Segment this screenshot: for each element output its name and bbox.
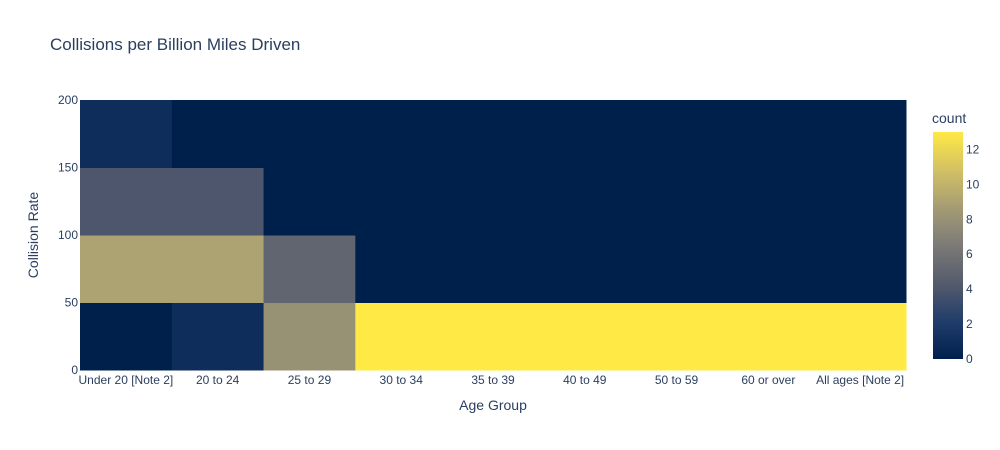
colorbar-tick-label: 2 [966,317,973,331]
colorbar-ticks: 0 2 4 6 8 10 12 [966,142,980,366]
heatmap-cell [80,167,173,236]
colorbar [933,132,963,359]
heatmap-cell [80,235,173,303]
colorbar-tick-label: 0 [966,352,973,366]
x-tick-label: 25 to 29 [288,373,332,387]
colorbar-tick-label: 8 [966,212,973,226]
heatmap-cell [722,235,815,303]
heatmap-cell [355,302,448,371]
heatmap-cell [447,235,540,303]
heatmap-cell [263,302,356,371]
heatmap-cell [630,235,723,303]
heatmap-cell [263,167,356,236]
heatmap-cell [538,235,632,303]
x-tick-label: Under 20 [Note 2] [79,373,174,387]
x-tick-label: 20 to 24 [196,373,240,387]
x-tick-label: 60 or over [741,373,795,387]
heatmap-cell [447,302,540,371]
y-tick-label: 50 [65,296,79,310]
y-tick-label: 200 [58,93,78,107]
y-axis-title: Collision Rate [25,192,41,279]
heatmap-cells [80,100,907,371]
heatmap-cell [630,302,723,371]
heatmap-cell [447,167,540,236]
heatmap-cell [355,235,448,303]
x-axis-title: Age Group [459,397,527,413]
x-tick-label: 35 to 39 [471,373,515,387]
heatmap-cell [538,302,632,371]
heatmap-cell [538,167,632,236]
x-tick-label: 50 to 59 [655,373,699,387]
chart-title: Collisions per Billion Miles Driven [50,35,300,54]
heatmap-cell [538,100,632,168]
heatmap-cell [630,100,723,168]
heatmap-cell [814,302,907,371]
heatmap-cell [722,167,815,236]
y-axis-ticks: 0 50 100 150 200 [58,93,78,377]
heatmap-cell [355,167,448,236]
x-tick-label: All ages [Note 2] [816,373,904,387]
colorbar-title: count [932,110,966,126]
colorbar-tick-label: 10 [966,177,980,191]
y-tick-label: 100 [58,228,78,242]
heatmap-cell [355,100,448,168]
heatmap-cell [814,100,907,168]
heatmap-cell [722,100,815,168]
x-axis-ticks: Under 20 [Note 2] 20 to 24 25 to 29 30 to 3… [79,373,905,387]
x-tick-label: 30 to 34 [380,373,424,387]
heatmap-cell [814,235,907,303]
heatmap-cell [814,167,907,236]
heatmap-cell [80,302,173,371]
heatmap-cell [171,100,265,168]
heatmap-cell [263,235,356,303]
heatmap-cell [722,302,815,371]
heatmap-cell [171,302,265,371]
heatmap-cell [80,100,173,168]
colorbar-tick-label: 6 [966,247,973,261]
y-tick-label: 0 [71,363,78,377]
colorbar-tick-label: 12 [966,142,980,156]
heatmap-cell [263,100,356,168]
colorbar-tick-label: 4 [966,282,973,296]
heatmap-cell [171,167,265,236]
heatmap-cell [171,235,265,303]
y-tick-label: 150 [58,161,78,175]
x-tick-label: 40 to 49 [563,373,607,387]
heatmap-cell [447,100,540,168]
heatmap-cell [630,167,723,236]
